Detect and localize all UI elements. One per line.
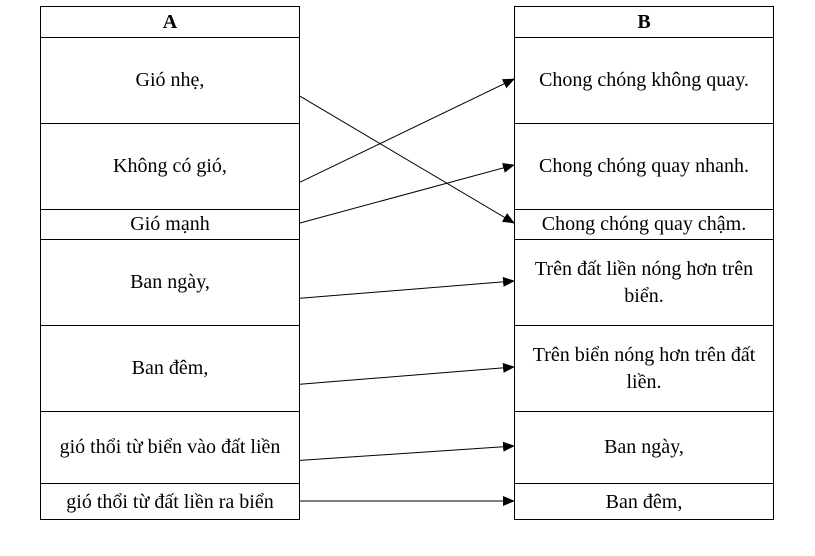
- cell-b3: Trên đất liền nóng hơn trên biển.: [515, 239, 773, 325]
- arrow-a3-to-b3: [300, 281, 514, 298]
- cell-b6: Ban đêm,: [515, 483, 773, 521]
- column-a-header: A: [41, 7, 299, 37]
- arrow-a2-to-b1: [300, 165, 514, 223]
- cell-a3: Ban ngày,: [41, 239, 299, 325]
- cell-b2: Chong chóng quay chậm.: [515, 209, 773, 239]
- cell-a4: Ban đêm,: [41, 325, 299, 411]
- cell-b1: Chong chóng quay nhanh.: [515, 123, 773, 209]
- matching-diagram: A Gió nhẹ,Không có gió,Gió mạnhBan ngày,…: [0, 0, 815, 556]
- cell-b5: Ban ngày,: [515, 411, 773, 483]
- cell-a6: gió thổi từ đất liền ra biển: [41, 483, 299, 521]
- cell-a2: Gió mạnh: [41, 209, 299, 239]
- column-b-header: B: [515, 7, 773, 37]
- column-a: A Gió nhẹ,Không có gió,Gió mạnhBan ngày,…: [40, 6, 300, 520]
- arrow-a0-to-b2: [300, 96, 514, 223]
- arrow-a1-to-b0: [300, 79, 514, 182]
- cell-b0: Chong chóng không quay.: [515, 37, 773, 123]
- arrow-a4-to-b4: [300, 367, 514, 384]
- cell-b4: Trên biển nóng hơn trên đất liền.: [515, 325, 773, 411]
- cell-a1: Không có gió,: [41, 123, 299, 209]
- cell-a0: Gió nhẹ,: [41, 37, 299, 123]
- column-b: B Chong chóng không quay.Chong chóng qua…: [514, 6, 774, 520]
- arrow-a5-to-b5: [300, 446, 514, 460]
- cell-a5: gió thổi từ biển vào đất liền: [41, 411, 299, 483]
